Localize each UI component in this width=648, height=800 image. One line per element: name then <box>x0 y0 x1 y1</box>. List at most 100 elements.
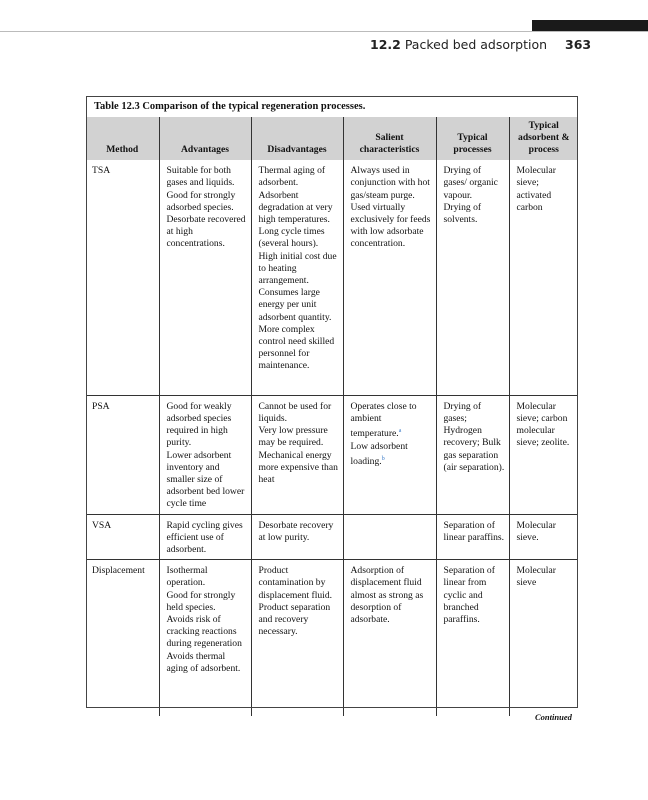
adsorbent-text: Molecular sieve; activated carbon <box>516 165 556 213</box>
advantages-item: Good for weakly adsorbed species require… <box>167 401 247 450</box>
footnote-link[interactable]: b <box>381 455 385 462</box>
section-number: 12.2 <box>370 37 401 52</box>
cell-method: PSA <box>86 394 159 515</box>
disadvantages-text: Cannot be used for liquids. <box>258 400 332 424</box>
cell-salient: Adsorption of displacement fluid almost … <box>342 559 436 716</box>
cell-salient: Always used in conjunction with hot gas/… <box>342 160 436 396</box>
advantages-text: Good for weakly adsorbed species require… <box>166 400 232 449</box>
processes-item: Separation of linear from cyclic and bra… <box>444 565 505 626</box>
cell-method: VSA <box>86 513 159 560</box>
adsorbent-text: Molecular sieve; carbon molecular sieve;… <box>516 400 570 449</box>
advantages-text: Avoids thermal aging of adsorbent. <box>166 650 241 674</box>
cell-disadvantages: Thermal aging of adsorbent. Adsorbent deg… <box>250 160 343 396</box>
header-method: Method <box>86 117 159 161</box>
cell-advantages: Suitable for both gases and liquids. Good… <box>158 160 251 396</box>
table-row: Displacement Isothermal operation. Good fo… <box>86 559 578 716</box>
adsorbent-text: Molecular sieve. <box>516 519 556 543</box>
disadvantages-text: Consumes large energy per unit adsorbent… <box>258 287 332 323</box>
cell-method: Displacement <box>86 559 159 716</box>
salient-item: Operates close to ambient temperature.a <box>351 401 432 441</box>
advantages-text: Rapid cycling gives efficient use of ads… <box>166 519 243 555</box>
section-title: Packed bed adsorption <box>404 37 548 52</box>
salient-item: Adsorption of displacement fluid almost … <box>351 565 432 626</box>
advantages-text: Lower adsorbent inventory and smaller si… <box>166 449 245 510</box>
adsorbent-item: Molecular sieve <box>517 565 575 589</box>
salient-text: Operates close to ambient temperature. <box>350 400 417 440</box>
disadvantages-item: Very low pressure may be required. <box>259 425 339 449</box>
cell-advantages: Isothermal operation. Good for strongly h… <box>158 559 251 716</box>
cell-processes: Drying of gases; Hydrogen recovery; Bulk… <box>435 394 509 515</box>
advantages-text: Suitable for both gases and liquids. <box>166 165 235 189</box>
header-tab-bar <box>532 20 648 31</box>
adsorbent-text: Molecular sieve <box>516 565 556 589</box>
disadvantages-text: Desorbate recovery at low purity. <box>258 519 334 543</box>
advantages-text: Desorbate recovered at high concentratio… <box>166 214 246 250</box>
disadvantages-item: Cannot be used for liquids. <box>259 401 339 425</box>
advantages-item: Avoids thermal aging of adsorbent. <box>167 651 247 675</box>
adsorbent-item: Molecular sieve. <box>517 520 575 544</box>
cell-salient: Operates close to ambient temperature.a L… <box>342 394 436 515</box>
header-rule <box>0 31 648 32</box>
processes-text: Separation of linear from cyclic and bra… <box>443 565 495 625</box>
salient-text: Adsorption of displacement fluid almost … <box>350 565 424 625</box>
disadvantages-text: More complex control need skilled person… <box>258 323 335 372</box>
running-head: 12.2 Packed bed adsorption 363 <box>370 37 591 52</box>
disadvantages-text: Product separation and recovery necessar… <box>258 601 331 638</box>
advantages-item: Rapid cycling gives efficient use of ads… <box>167 520 247 557</box>
adsorbent-item: Molecular sieve; activated carbon <box>517 165 575 214</box>
disadvantages-text: High initial cost due to heating arrange… <box>258 250 337 287</box>
disadvantages-text: Very low pressure may be required. <box>258 425 328 449</box>
processes-item: Drying of gases; Hydrogen recovery; Bulk… <box>444 401 505 474</box>
cell-method: TSA <box>92 165 111 177</box>
cell-adsorbent: Molecular sieve <box>508 559 578 716</box>
advantages-text: Good for strongly adsorbed species. <box>166 189 236 213</box>
processes-item: Drying of gases/ organic vapour. <box>444 165 505 202</box>
advantages-item: Lower adsorbent inventory and smaller si… <box>167 450 247 511</box>
cell-adsorbent: Molecular sieve; activated carbon <box>508 160 578 396</box>
advantages-text: Avoids risk of cracking reactions during… <box>166 613 242 650</box>
header-disadvantages: Disadvantages <box>250 117 343 161</box>
disadvantages-item: High initial cost due to heating arrange… <box>259 251 339 288</box>
cell-processes: Separation of linear from cyclic and bra… <box>435 559 509 716</box>
advantages-item: Isothermal operation. <box>167 565 247 589</box>
header-advantages: Advantages <box>158 117 251 161</box>
advantages-text: Isothermal operation. <box>166 565 208 589</box>
disadvantages-item: Mechanical energy more expensive than he… <box>259 450 339 487</box>
cell-advantages: Good for weakly adsorbed species require… <box>158 394 251 515</box>
header-adsorbent: Typical adsorbent & process <box>508 117 578 161</box>
disadvantages-text: Mechanical energy more expensive than he… <box>258 449 338 485</box>
comparison-table: Table 12.3 Comparison of the typical reg… <box>86 96 578 716</box>
processes-item: Drying of solvents. <box>444 202 505 226</box>
advantages-item: Avoids risk of cracking reactions during… <box>167 614 247 651</box>
disadvantages-item: Product separation and recovery necessar… <box>259 602 339 639</box>
salient-text: Used virtually exclusively for feeds wit… <box>350 201 431 250</box>
disadvantages-item: Product contamination by displacement fl… <box>259 565 339 602</box>
disadvantages-item: Consumes large energy per unit adsorbent… <box>259 287 339 324</box>
footnote-link[interactable]: a <box>398 428 402 435</box>
processes-text: Drying of solvents. <box>443 201 482 226</box>
cell-disadvantages: Desorbate recovery at low purity. <box>250 513 343 560</box>
disadvantages-text: Thermal aging of adsorbent. <box>258 165 326 189</box>
header-processes: Typical processes <box>435 117 509 161</box>
disadvantages-item: Thermal aging of adsorbent. <box>259 165 339 189</box>
cell-processes: Drying of gases/ organic vapour. Drying o… <box>435 160 509 396</box>
disadvantages-item: Long cycle times (several hours). <box>259 226 339 250</box>
processes-text: Drying of gases; Hydrogen recovery; Bulk… <box>443 400 505 473</box>
adsorbent-item: Molecular sieve; carbon molecular sieve;… <box>517 401 575 450</box>
processes-text: Drying of gases/ organic vapour. <box>443 165 498 201</box>
salient-text: Low adsorbent loading. <box>350 440 408 467</box>
disadvantages-item: Adsorbent degradation at very high tempe… <box>259 190 339 227</box>
header-salient: Salient characteristics <box>342 117 436 161</box>
table-row: PSA Good for weakly adsorbed species requ… <box>86 394 578 515</box>
cell-processes: Separation of linear paraffins. <box>435 513 509 560</box>
advantages-item: Desorbate recovered at high concentratio… <box>167 214 247 251</box>
disadvantages-text: Product contamination by displacement fl… <box>258 565 333 601</box>
page-number: 363 <box>565 37 592 52</box>
processes-item: Separation of linear paraffins. <box>444 520 505 544</box>
processes-text: Separation of linear paraffins. <box>443 519 505 543</box>
disadvantages-item: More complex control need skilled person… <box>259 324 339 373</box>
table-row: TSA Suitable for both gases and liquids. G… <box>86 160 578 396</box>
cell-disadvantages: Cannot be used for liquids. Very low pres… <box>250 394 343 515</box>
cell-advantages: Rapid cycling gives efficient use of ads… <box>158 513 251 560</box>
